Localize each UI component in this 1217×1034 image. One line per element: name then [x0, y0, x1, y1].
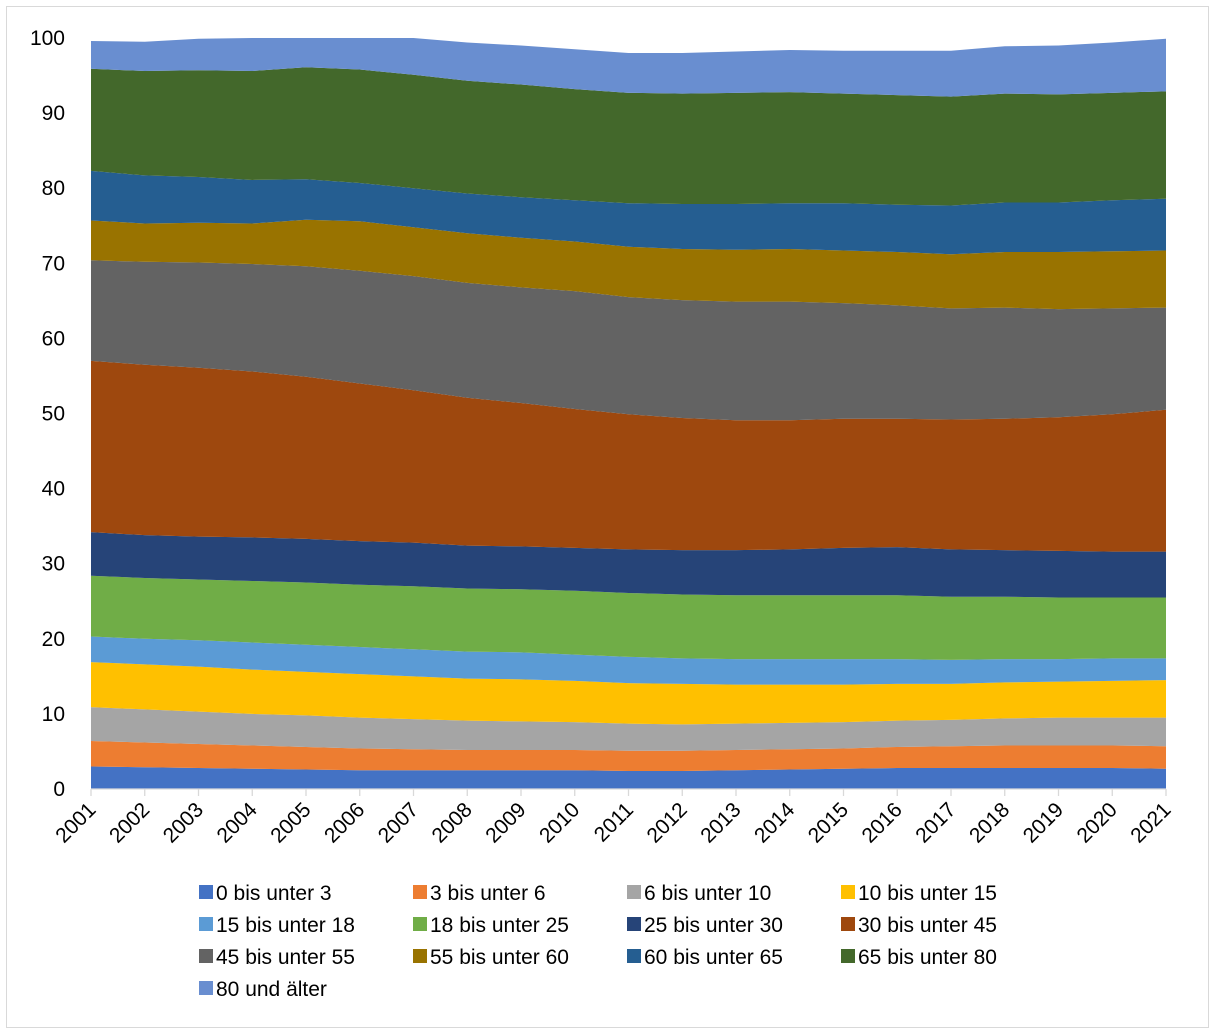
plot-areas — [91, 38, 1166, 789]
area-65-bis-unter-80 — [91, 67, 1166, 206]
x-tick-label: 2018 — [965, 798, 1014, 847]
legend-label: 3 bis unter 6 — [430, 882, 546, 905]
legend-item-55-bis-unter-60: 55 bis unter 60 — [413, 946, 569, 969]
legend-item-18-bis-unter-25: 18 bis unter 25 — [413, 914, 569, 937]
legend-item-10-bis-unter-15: 10 bis unter 15 — [841, 882, 997, 905]
legend-label: 18 bis unter 25 — [430, 914, 569, 937]
y-tick-label: 90 — [42, 102, 65, 125]
x-tick-label: 2009 — [481, 798, 530, 847]
x-tick-label: 2003 — [159, 798, 208, 847]
y-tick-label: 30 — [42, 553, 65, 576]
legend-item-3-bis-unter-6: 3 bis unter 6 — [413, 882, 546, 905]
area-0-bis-unter-3 — [91, 766, 1166, 789]
area-45-bis-unter-55 — [91, 260, 1166, 421]
legend-item-45-bis-unter-55: 45 bis unter 55 — [199, 946, 355, 969]
area-25-bis-unter-30 — [91, 532, 1166, 598]
x-tick-label: 2010 — [535, 798, 584, 847]
x-tick-label: 2014 — [750, 798, 800, 848]
area-10-bis-unter-15 — [91, 662, 1166, 725]
x-tick-label: 2006 — [320, 798, 369, 847]
x-tick-label: 2019 — [1019, 798, 1068, 847]
area-80-und-aelter — [91, 38, 1166, 97]
x-tick-label: 2005 — [266, 798, 315, 847]
y-tick-label: 50 — [42, 403, 65, 426]
y-tick-label: 80 — [42, 177, 65, 200]
legend-label: 15 bis unter 18 — [216, 914, 355, 937]
x-tick-label: 2007 — [374, 798, 423, 847]
x-tick-label: 2020 — [1072, 798, 1121, 847]
legend-label: 55 bis unter 60 — [430, 946, 569, 969]
area-55-bis-unter-60 — [91, 219, 1166, 310]
x-tick-label: 2002 — [105, 798, 154, 847]
legend-label: 10 bis unter 15 — [858, 882, 997, 905]
legend-swatch — [199, 885, 213, 899]
x-tick-label: 2013 — [696, 798, 745, 847]
legend-swatch — [199, 981, 213, 995]
legend-swatch — [413, 885, 427, 899]
x-tick-label: 2021 — [1126, 798, 1175, 847]
area-18-bis-unter-25 — [91, 575, 1166, 660]
legend-swatch — [841, 917, 855, 931]
legend-label: 80 und älter — [216, 978, 327, 1001]
legend-swatch — [841, 949, 855, 963]
x-tick-label: 2008 — [427, 798, 476, 847]
legend-swatch — [413, 949, 427, 963]
legend-item-65-bis-unter-80: 65 bis unter 80 — [841, 946, 997, 969]
legend-swatch — [627, 885, 641, 899]
legend-item-80-und-aelter: 80 und älter — [199, 978, 327, 1001]
legend-label: 45 bis unter 55 — [216, 946, 355, 969]
legend-item-15-bis-unter-18: 15 bis unter 18 — [199, 914, 355, 937]
x-tick-labels: 2001 2002 2003 2004 2005 2006 2007 2008 2009 2010… — [51, 798, 1175, 848]
legend-label: 60 bis unter 65 — [644, 946, 783, 969]
legend-swatch — [413, 917, 427, 931]
legend-label: 25 bis unter 30 — [644, 914, 783, 937]
area-15-bis-unter-18 — [91, 636, 1166, 685]
legend-label: 65 bis unter 80 — [858, 946, 997, 969]
legend-swatch — [627, 917, 641, 931]
y-tick-label: 40 — [42, 478, 65, 501]
y-tick-label: 20 — [42, 628, 65, 651]
y-tick-label: 10 — [42, 703, 65, 726]
area-6-bis-unter-10 — [91, 707, 1166, 751]
legend: 0 bis unter 3 3 bis unter 6 6 bis unter 10… — [199, 882, 997, 1001]
legend-label: 6 bis unter 10 — [644, 882, 771, 905]
area-30-bis-unter-45 — [91, 360, 1166, 552]
y-tick-label: 100 — [30, 27, 65, 50]
y-tick-label: 70 — [42, 252, 65, 275]
axes — [90, 788, 1167, 796]
x-tick-label: 2012 — [642, 798, 691, 847]
x-tick-label: 2011 — [590, 798, 638, 846]
x-tick-label: 2016 — [857, 798, 906, 847]
x-tick-label: 2004 — [212, 798, 262, 848]
legend-swatch — [841, 885, 855, 899]
legend-item-60-bis-unter-65: 60 bis unter 65 — [627, 946, 783, 969]
x-tick-label: 2015 — [804, 798, 853, 847]
legend-item-25-bis-unter-30: 25 bis unter 30 — [627, 914, 783, 937]
y-tick-label: 60 — [42, 327, 65, 350]
y-tick-label: 0 — [53, 778, 65, 801]
y-tick-labels: 0 10 20 30 40 50 60 70 80 90 100 — [30, 27, 65, 801]
x-tick-label: 2001 — [51, 798, 100, 847]
legend-item-6-bis-unter-10: 6 bis unter 10 — [627, 882, 771, 905]
legend-swatch — [627, 949, 641, 963]
legend-item-0-bis-unter-3: 0 bis unter 3 — [199, 882, 332, 905]
area-60-bis-unter-65 — [91, 170, 1166, 255]
legend-label: 30 bis unter 45 — [858, 914, 997, 937]
legend-item-30-bis-unter-45: 30 bis unter 45 — [841, 914, 997, 937]
legend-swatch — [199, 949, 213, 963]
legend-swatch — [199, 917, 213, 931]
legend-label: 0 bis unter 3 — [216, 882, 332, 905]
x-tick-label: 2017 — [911, 798, 960, 847]
